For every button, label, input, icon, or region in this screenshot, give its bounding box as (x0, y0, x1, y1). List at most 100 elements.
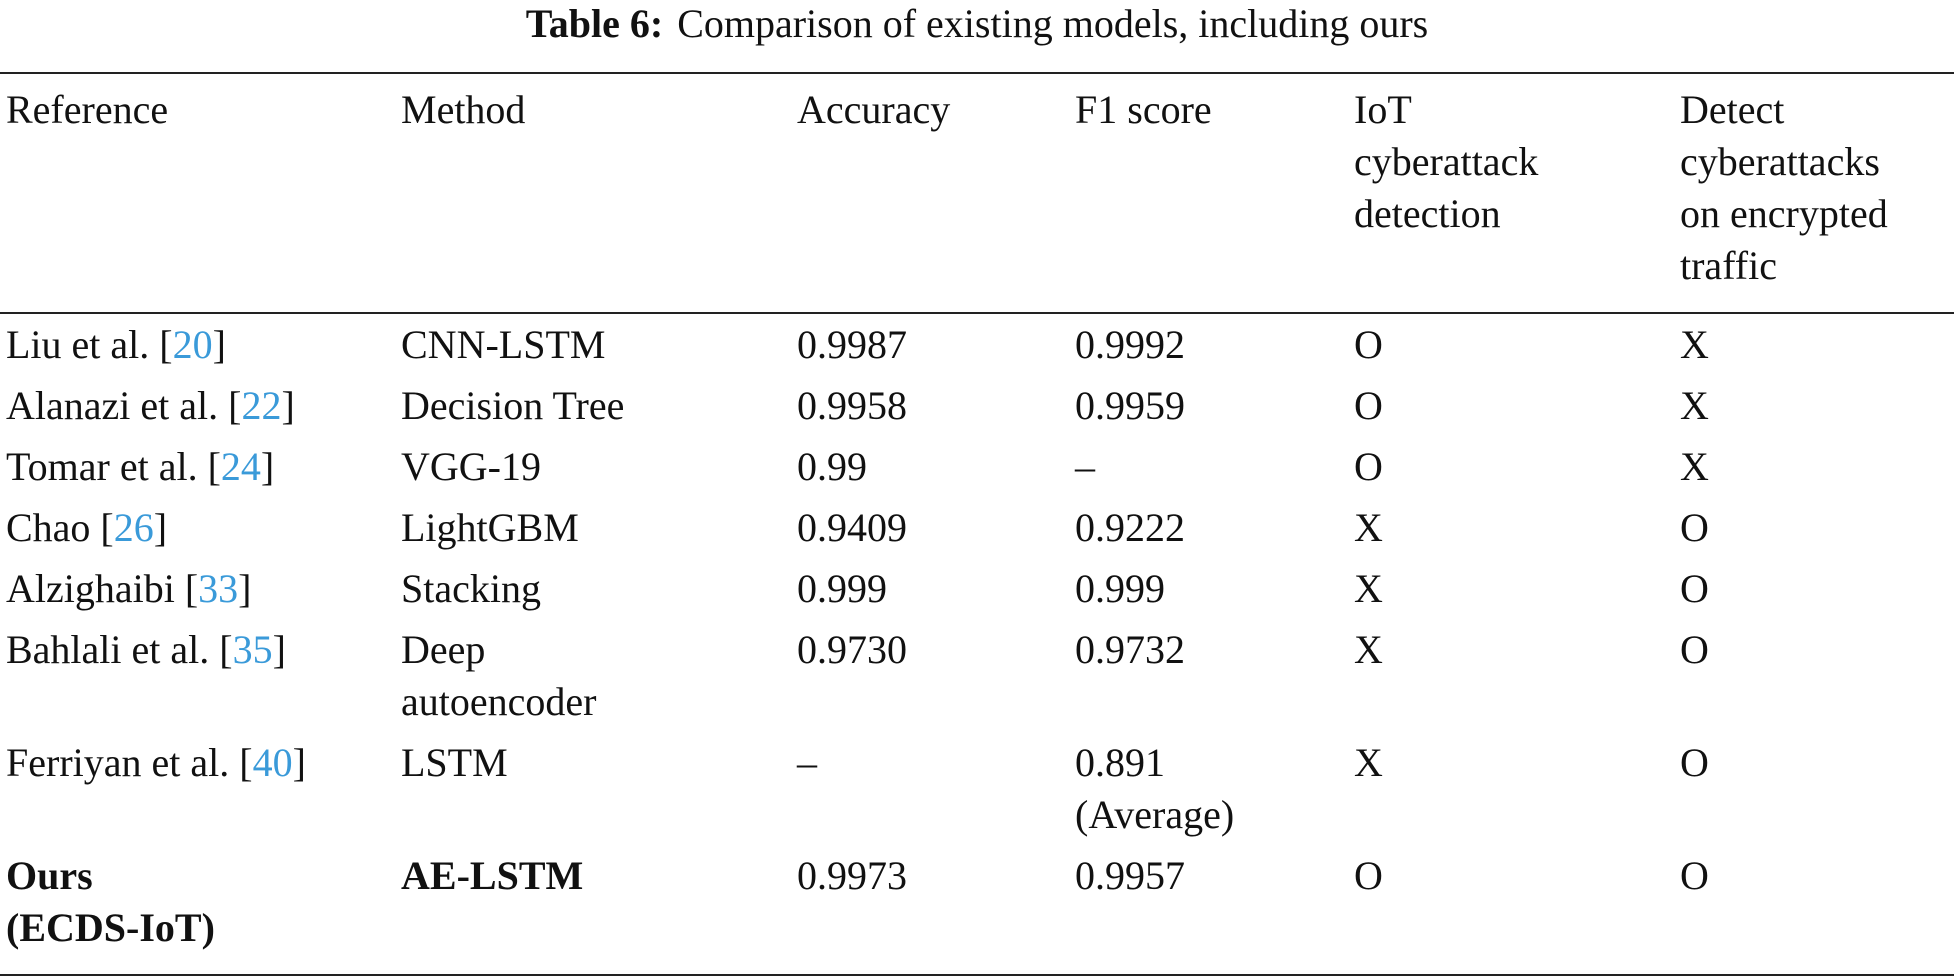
table-row: Chao [26] LightGBM 0.9409 0.9222 X O (0, 497, 1954, 558)
encrypted-text: O (1680, 740, 1709, 785)
method-cell: Deep autoencoder (401, 619, 797, 732)
header-text: detection (1354, 191, 1501, 236)
encrypted-text: X (1680, 322, 1709, 367)
f1-cell: 0.9959 (1075, 375, 1354, 436)
citation: 22 (241, 383, 282, 428)
encrypted-text: X (1680, 444, 1709, 489)
reference-text: ] (212, 322, 226, 367)
header-text: F1 score (1075, 87, 1212, 132)
method-text: VGG-19 (401, 444, 541, 489)
accuracy-cell: – (797, 732, 1075, 845)
method-text: Deep (401, 627, 486, 672)
reference-text: ] (153, 505, 168, 550)
reference-cell: Alzighaibi [33] (0, 558, 401, 619)
reference-text: ] (272, 627, 286, 672)
reference-cell: Liu et al. [20] (0, 313, 401, 375)
iot-cell: O (1354, 436, 1680, 497)
caption-text: Comparison of existing models, including… (677, 1, 1429, 46)
citation: 33 (198, 566, 239, 611)
accuracy-text: 0.9987 (797, 322, 907, 367)
method-cell: AE-LSTM (401, 845, 797, 975)
encrypted-cell: O (1680, 558, 1954, 619)
iot-text: O (1354, 383, 1383, 428)
header-cell: Method (401, 73, 797, 313)
reference-text: Alzighaibi [ (6, 566, 199, 611)
citation: 26 (113, 505, 154, 550)
method-cell: Decision Tree (401, 375, 797, 436)
citation: 24 (220, 444, 261, 489)
iot-cell: X (1354, 497, 1680, 558)
table-row: Ours (ECDS-IoT) AE-LSTM 0.9973 0.9957 O O (0, 845, 1954, 975)
comparison-table: Reference Method Accuracy F1 score IoT cybera… (0, 72, 1954, 976)
f1-cell: 0.9732 (1075, 619, 1354, 732)
iot-cell: O (1354, 845, 1680, 975)
reference-cell: Alanazi et al. [22] (0, 375, 401, 436)
table-row: Alanazi et al. [22] Decision Tree 0.9958 0.… (0, 375, 1954, 436)
table-row: Tomar et al. [24] VGG-19 0.99 – O X (0, 436, 1954, 497)
iot-text: O (1354, 853, 1383, 898)
table-row: Liu et al. [20] CNN-LSTM 0.9987 0.9992 O X (0, 313, 1954, 375)
iot-text: O (1354, 322, 1383, 367)
accuracy-cell: 0.999 (797, 558, 1075, 619)
reference-text: Ours (6, 853, 93, 898)
method-cell: VGG-19 (401, 436, 797, 497)
header-cell: IoT cyberattack detection (1354, 73, 1680, 313)
reference-cell: Bahlali et al. [35] (0, 619, 401, 732)
header-cell: Detect cyberattacks on encrypted traffic (1680, 73, 1954, 313)
method-text: Decision Tree (401, 383, 625, 428)
citation: 20 (172, 322, 213, 367)
encrypted-cell: O (1680, 497, 1954, 558)
caption-label: Table 6: (525, 1, 664, 46)
accuracy-text: 0.999 (797, 566, 887, 611)
iot-text: X (1354, 740, 1383, 785)
method-cell: CNN-LSTM (401, 313, 797, 375)
iot-cell: O (1354, 313, 1680, 375)
f1-cell: 0.9222 (1075, 497, 1354, 558)
accuracy-text: – (797, 740, 817, 785)
header-text: on encrypted (1680, 191, 1888, 236)
reference-text: Alanazi et al. [ (6, 383, 242, 428)
encrypted-cell: O (1680, 732, 1954, 845)
reference-cell: Tomar et al. [24] (0, 436, 401, 497)
f1-text: 0.9992 (1075, 322, 1185, 367)
encrypted-text: O (1680, 505, 1709, 550)
encrypted-text: O (1680, 853, 1709, 898)
reference-text: Tomar et al. [ (6, 444, 221, 489)
method-text: AE-LSTM (401, 853, 584, 898)
accuracy-cell: 0.9987 (797, 313, 1075, 375)
f1-text: – (1075, 444, 1095, 489)
encrypted-text: O (1680, 627, 1709, 672)
encrypted-text: O (1680, 566, 1709, 611)
encrypted-cell: X (1680, 436, 1954, 497)
reference-text: (ECDS-IoT) (6, 905, 215, 950)
accuracy-text: 0.9973 (797, 853, 907, 898)
f1-cell: 0.9957 (1075, 845, 1354, 975)
iot-text: O (1354, 444, 1383, 489)
reference-text: Chao [ (6, 505, 114, 550)
accuracy-text: 0.9958 (797, 383, 907, 428)
table-row: Bahlali et al. [35] Deep autoencoder 0.9730… (0, 619, 1954, 732)
f1-text: 0.999 (1075, 566, 1165, 611)
table-row: Alzighaibi [33] Stacking 0.999 0.999 X O (0, 558, 1954, 619)
f1-cell: 0.9992 (1075, 313, 1354, 375)
reference-text: ] (238, 566, 252, 611)
table-caption: Table 6: Comparison of existing models, i… (0, 0, 1954, 48)
header-text: cyberattack (1354, 139, 1539, 184)
iot-text: X (1354, 505, 1383, 550)
reference-cell: Ferriyan et al. [40] (0, 732, 401, 845)
f1-text: 0.9732 (1075, 627, 1185, 672)
method-text: Stacking (401, 566, 541, 611)
method-cell: LightGBM (401, 497, 797, 558)
reference-text: Ferriyan et al. [ (6, 740, 253, 785)
method-cell: Stacking (401, 558, 797, 619)
f1-cell: 0.891 (Average) (1075, 732, 1354, 845)
reference-text: Liu et al. [ (6, 322, 173, 367)
accuracy-text: 0.9730 (797, 627, 907, 672)
accuracy-cell: 0.99 (797, 436, 1075, 497)
f1-text: (Average) (1075, 792, 1235, 837)
reference-text: Bahlali et al. [ (6, 627, 233, 672)
f1-text: 0.9957 (1075, 853, 1185, 898)
accuracy-text: 0.99 (797, 444, 867, 489)
iot-cell: X (1354, 558, 1680, 619)
header-cell: Accuracy (797, 73, 1075, 313)
